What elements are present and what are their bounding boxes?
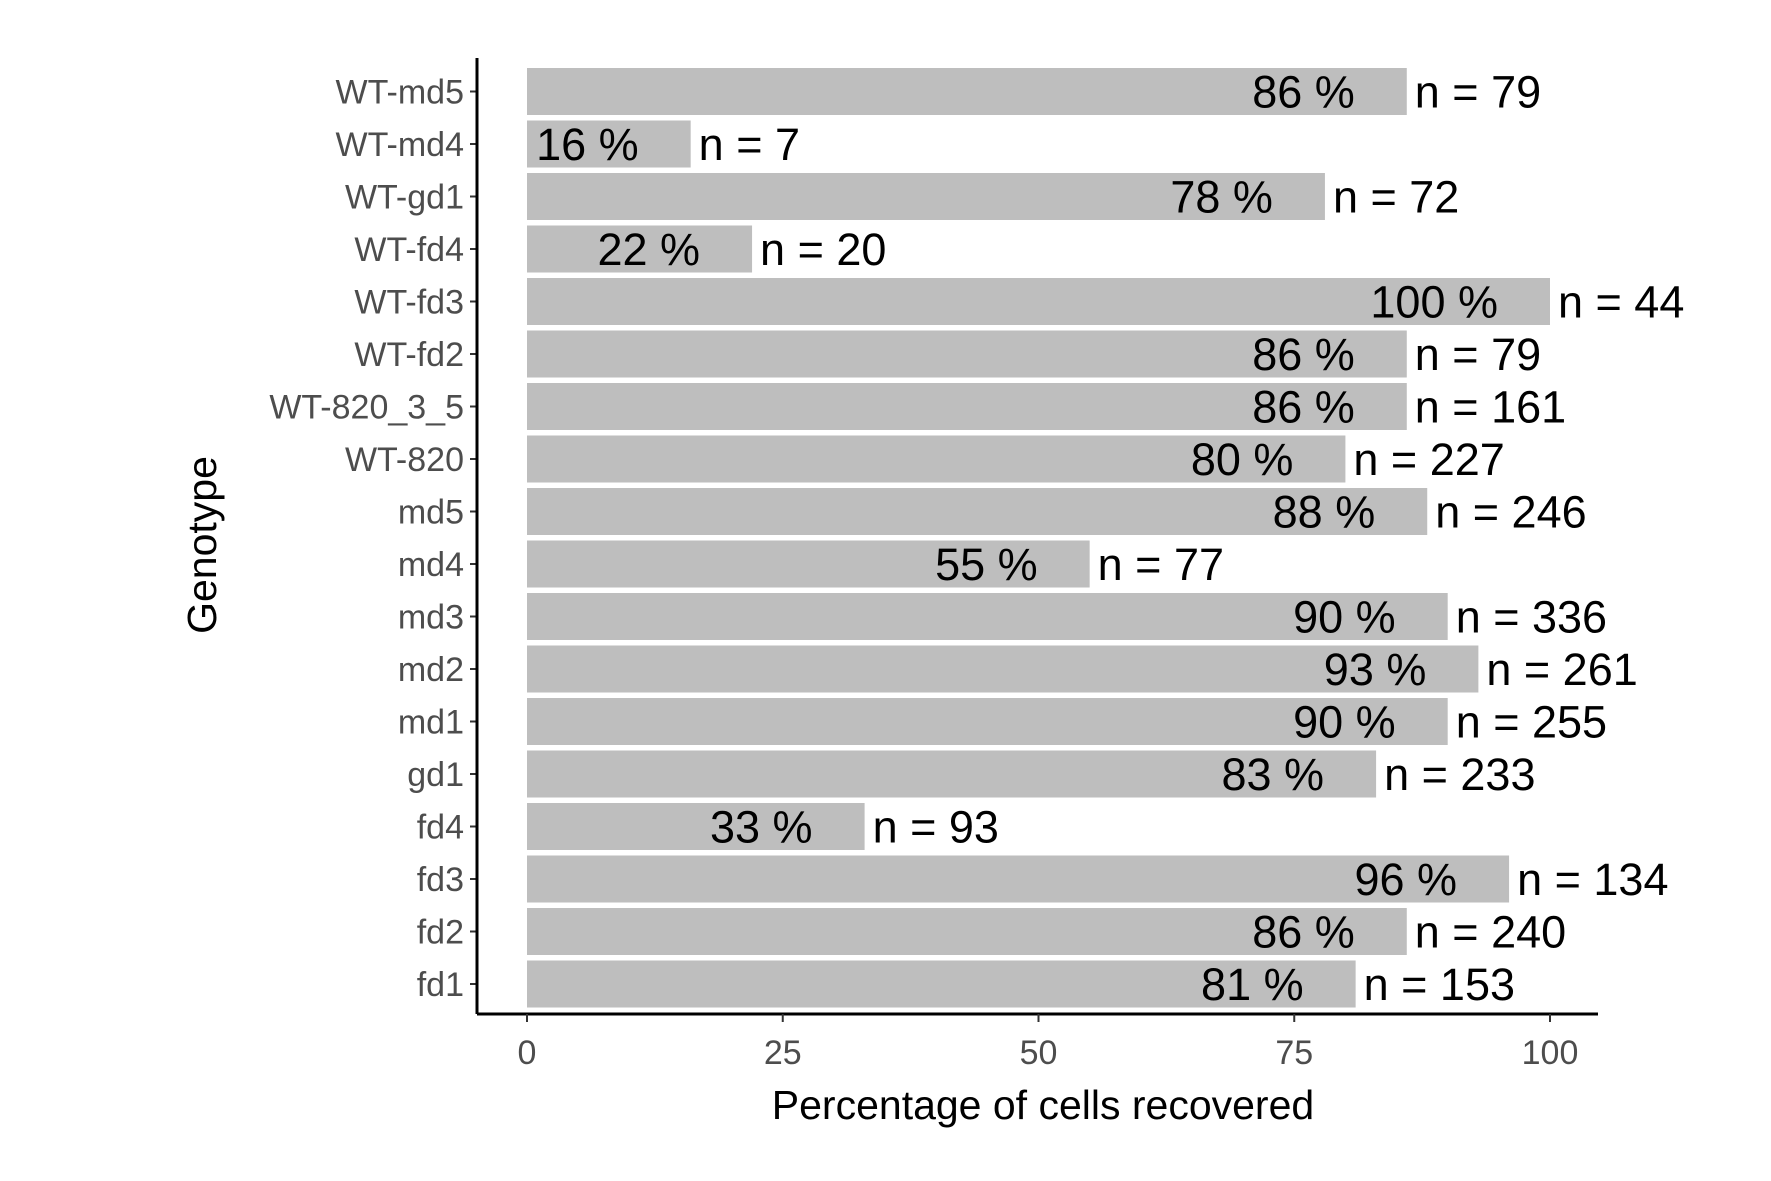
count-label-md2: n = 261 xyxy=(1486,644,1637,695)
y-tick-label-WT-fd3: WT-fd3 xyxy=(354,284,464,322)
y-tick-label-gd1: gd1 xyxy=(407,756,464,794)
count-label-md5: n = 246 xyxy=(1435,487,1586,538)
count-label-WT-820_3_5: n = 161 xyxy=(1415,382,1566,433)
percent-label-md3: 90 % xyxy=(1293,592,1396,643)
percent-label-WT-820_3_5: 86 % xyxy=(1252,382,1355,433)
bar-WT-md4 xyxy=(527,120,691,168)
y-tick-label-fd3: fd3 xyxy=(417,861,464,899)
y-tick-label-WT-820_3_5: WT-820_3_5 xyxy=(269,389,464,427)
percent-label-fd2: 86 % xyxy=(1252,907,1355,958)
axes-layer: WT-md5 WT-md4 WT-gd1 WT-fd4 WT-fd3 WT-fd2 WT-8… xyxy=(269,58,1598,1072)
count-label-fd2: n = 240 xyxy=(1415,907,1566,958)
count-label-WT-fd4: n = 20 xyxy=(760,224,886,275)
count-label-WT-fd2: n = 79 xyxy=(1415,329,1541,380)
count-label-WT-fd3: n = 44 xyxy=(1558,277,1684,328)
y-tick-label-md3: md3 xyxy=(398,599,464,637)
y-tick-label-WT-fd2: WT-fd2 xyxy=(354,336,464,374)
y-tick-label-md5: md5 xyxy=(398,494,464,532)
percent-label-WT-fd3: 100 % xyxy=(1370,277,1498,328)
value-labels-layer: 86 % n = 79 16 % n = 7 78 % n = 72 22 % n = 20 1… xyxy=(536,67,1684,1011)
percent-label-md2: 93 % xyxy=(1324,644,1427,695)
bar-md4 xyxy=(527,540,1090,588)
y-tick-label-fd1: fd1 xyxy=(417,966,464,1004)
x-axis-title: Percentage of cells recovered xyxy=(772,1082,1314,1128)
bar-md2 xyxy=(527,645,1479,693)
y-tick-label-WT-820: WT-820 xyxy=(345,441,464,479)
x-tick-label-0: 0 xyxy=(518,1034,537,1072)
percent-label-WT-gd1: 78 % xyxy=(1170,172,1273,223)
bars-layer xyxy=(527,68,1550,1008)
bar-fd3 xyxy=(527,855,1510,903)
bar-fd2 xyxy=(527,908,1407,955)
percent-label-md5: 88 % xyxy=(1273,487,1376,538)
count-label-md4: n = 77 xyxy=(1098,539,1224,590)
y-tick-label-md4: md4 xyxy=(398,546,464,584)
percent-label-WT-md5: 86 % xyxy=(1252,67,1355,118)
bar-md5 xyxy=(527,488,1428,535)
bar-md3 xyxy=(527,593,1448,640)
percent-label-WT-fd2: 86 % xyxy=(1252,329,1355,380)
count-label-WT-gd1: n = 72 xyxy=(1333,172,1459,223)
bar-fd4 xyxy=(527,803,865,850)
percent-label-fd4: 33 % xyxy=(710,802,813,853)
percent-label-WT-md4: 16 % xyxy=(536,119,639,170)
y-tick-label-fd2: fd2 xyxy=(417,914,464,952)
y-tick-label-WT-md5: WT-md5 xyxy=(336,74,464,112)
bar-WT-fd4 xyxy=(527,225,753,273)
x-tick-label-100: 100 xyxy=(1522,1034,1579,1072)
count-label-md1: n = 255 xyxy=(1456,697,1607,748)
y-tick-label-WT-md4: WT-md4 xyxy=(336,126,464,164)
count-label-fd3: n = 134 xyxy=(1517,854,1668,905)
count-label-WT-md5: n = 79 xyxy=(1415,67,1541,118)
percent-label-fd1: 81 % xyxy=(1201,959,1304,1010)
bar-WT-820_3_5 xyxy=(527,383,1407,430)
count-label-md3: n = 336 xyxy=(1456,592,1607,643)
x-tick-label-25: 25 xyxy=(764,1034,802,1072)
percent-label-gd1: 83 % xyxy=(1222,749,1325,800)
bar-WT-fd3 xyxy=(527,278,1550,325)
bar-WT-fd2 xyxy=(527,330,1407,378)
bar-fd1 xyxy=(527,960,1356,1008)
count-label-WT-820: n = 227 xyxy=(1353,434,1504,485)
bar-WT-gd1 xyxy=(527,173,1325,220)
bar-WT-md5 xyxy=(527,68,1407,115)
y-tick-label-WT-fd4: WT-fd4 xyxy=(354,231,464,269)
count-label-fd1: n = 153 xyxy=(1364,959,1515,1010)
bar-gd1 xyxy=(527,750,1377,798)
y-tick-label-md1: md1 xyxy=(398,704,464,742)
count-label-fd4: n = 93 xyxy=(873,802,999,853)
count-label-WT-md4: n = 7 xyxy=(699,119,800,170)
percent-label-md4: 55 % xyxy=(935,539,1038,590)
percent-label-WT-820: 80 % xyxy=(1191,434,1294,485)
bar-md1 xyxy=(527,698,1448,745)
x-tick-label-75: 75 xyxy=(1275,1034,1313,1072)
y-axis-title: Genotype xyxy=(179,456,225,634)
y-tick-label-WT-gd1: WT-gd1 xyxy=(345,179,464,217)
y-tick-label-fd4: fd4 xyxy=(417,809,464,847)
percent-label-md1: 90 % xyxy=(1293,697,1396,748)
x-tick-label-50: 50 xyxy=(1020,1034,1058,1072)
y-tick-label-md2: md2 xyxy=(398,651,464,689)
count-label-gd1: n = 233 xyxy=(1384,749,1535,800)
bar-WT-820 xyxy=(527,435,1346,483)
percent-label-fd3: 96 % xyxy=(1355,854,1458,905)
percent-label-WT-fd4: 22 % xyxy=(597,224,700,275)
